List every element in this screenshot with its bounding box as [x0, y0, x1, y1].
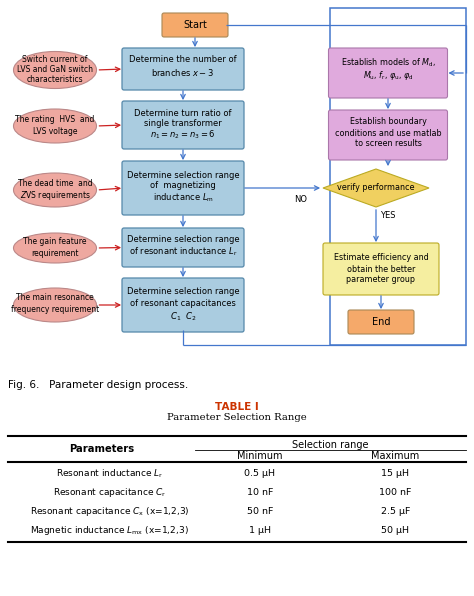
Text: parameter group: parameter group — [346, 275, 416, 284]
FancyBboxPatch shape — [122, 101, 244, 149]
Text: of resonant inductance $L_\mathrm{r}$: of resonant inductance $L_\mathrm{r}$ — [129, 246, 237, 258]
Ellipse shape — [13, 109, 97, 143]
FancyBboxPatch shape — [328, 110, 447, 160]
Text: The rating  HVS  and: The rating HVS and — [15, 114, 95, 123]
Text: obtain the better: obtain the better — [347, 265, 415, 274]
Bar — [330, 8, 466, 345]
Text: Determine the number of: Determine the number of — [129, 55, 237, 64]
Text: 1 μH: 1 μH — [249, 526, 271, 535]
Text: of resonant capacitances: of resonant capacitances — [130, 300, 236, 309]
FancyBboxPatch shape — [328, 48, 447, 98]
Text: The dead time  and: The dead time and — [18, 178, 92, 188]
Text: Parameter Selection Range: Parameter Selection Range — [167, 414, 307, 423]
Text: TABLE I: TABLE I — [215, 402, 259, 412]
Text: Minimum: Minimum — [237, 451, 283, 461]
Text: inductance $L_\mathrm{m}$: inductance $L_\mathrm{m}$ — [153, 192, 213, 204]
FancyBboxPatch shape — [162, 13, 228, 37]
Text: Start: Start — [183, 20, 207, 30]
Text: requirement: requirement — [31, 250, 79, 259]
Text: of  magnetizing: of magnetizing — [150, 182, 216, 191]
Text: $C_1$  $C_2$: $C_1$ $C_2$ — [170, 311, 196, 323]
Text: conditions and use matlab: conditions and use matlab — [335, 129, 441, 138]
Text: Selection range: Selection range — [292, 440, 369, 450]
Ellipse shape — [13, 51, 97, 88]
FancyBboxPatch shape — [348, 310, 414, 334]
Text: 2.5 μF: 2.5 μF — [381, 507, 410, 516]
Text: Estimate efficiency and: Estimate efficiency and — [334, 253, 428, 262]
Text: LVS voltage: LVS voltage — [33, 126, 77, 135]
Text: End: End — [372, 317, 390, 327]
FancyBboxPatch shape — [122, 278, 244, 332]
Ellipse shape — [13, 288, 97, 322]
Text: Resonant capacitance $C_\mathrm{r}$: Resonant capacitance $C_\mathrm{r}$ — [53, 486, 166, 499]
Text: 0.5 μH: 0.5 μH — [245, 469, 275, 478]
Text: Switch current of: Switch current of — [22, 55, 88, 64]
Text: 100 nF: 100 nF — [379, 488, 412, 497]
Text: The main resonance: The main resonance — [16, 293, 94, 302]
Text: 15 μH: 15 μH — [382, 469, 410, 478]
Text: Maximum: Maximum — [371, 451, 419, 461]
FancyBboxPatch shape — [323, 243, 439, 295]
Ellipse shape — [13, 233, 97, 263]
Text: $n_1=n_2=n_3=6$: $n_1=n_2=n_3=6$ — [150, 129, 216, 141]
Text: Determine turn ratio of: Determine turn ratio of — [134, 108, 232, 117]
Text: Magnetic inductance $L_\mathrm{mx}$ (x=1,2,3): Magnetic inductance $L_\mathrm{mx}$ (x=1… — [30, 524, 189, 537]
Text: $\mathit{Z}$VS requirements: $\mathit{Z}$VS requirements — [19, 188, 91, 201]
Text: Determine selection range: Determine selection range — [127, 235, 239, 244]
Text: to screen results: to screen results — [355, 139, 421, 148]
Text: Resonant capacitance $C_\mathrm{x}$ (x=1,2,3): Resonant capacitance $C_\mathrm{x}$ (x=1… — [30, 505, 189, 518]
Text: verify performance: verify performance — [337, 184, 415, 193]
Text: Establish boundary: Establish boundary — [349, 117, 427, 126]
Text: frequency requirement: frequency requirement — [11, 305, 99, 313]
Text: branches $x-3$: branches $x-3$ — [151, 67, 215, 77]
Polygon shape — [323, 169, 429, 207]
Text: Parameters: Parameters — [69, 444, 134, 454]
Text: Determine selection range: Determine selection range — [127, 287, 239, 296]
Text: YES: YES — [380, 210, 396, 219]
Text: Establish models of $M_\mathrm{d}$,: Establish models of $M_\mathrm{d}$, — [341, 57, 436, 69]
Text: characteristics: characteristics — [27, 76, 83, 85]
Text: 50 nF: 50 nF — [247, 507, 273, 516]
Ellipse shape — [13, 173, 97, 207]
Text: 10 nF: 10 nF — [247, 488, 273, 497]
FancyBboxPatch shape — [122, 161, 244, 215]
Text: LVS and GaN switch: LVS and GaN switch — [17, 66, 93, 74]
Text: single transformer: single transformer — [144, 120, 222, 129]
Text: Fig. 6.   Parameter design process.: Fig. 6. Parameter design process. — [8, 380, 188, 390]
Text: The gain feature: The gain feature — [23, 237, 87, 247]
Text: NO: NO — [294, 195, 308, 204]
FancyBboxPatch shape — [122, 228, 244, 267]
Text: 50 μH: 50 μH — [382, 526, 410, 535]
Text: Resonant inductance $L_\mathrm{r}$: Resonant inductance $L_\mathrm{r}$ — [55, 467, 164, 480]
Text: Determine selection range: Determine selection range — [127, 170, 239, 179]
Text: $M_\mathrm{u}$, $f_\mathrm{r}$, $\varphi_\mathrm{u}$, $\varphi_\mathrm{d}$: $M_\mathrm{u}$, $f_\mathrm{r}$, $\varphi… — [363, 69, 413, 82]
FancyBboxPatch shape — [122, 48, 244, 90]
